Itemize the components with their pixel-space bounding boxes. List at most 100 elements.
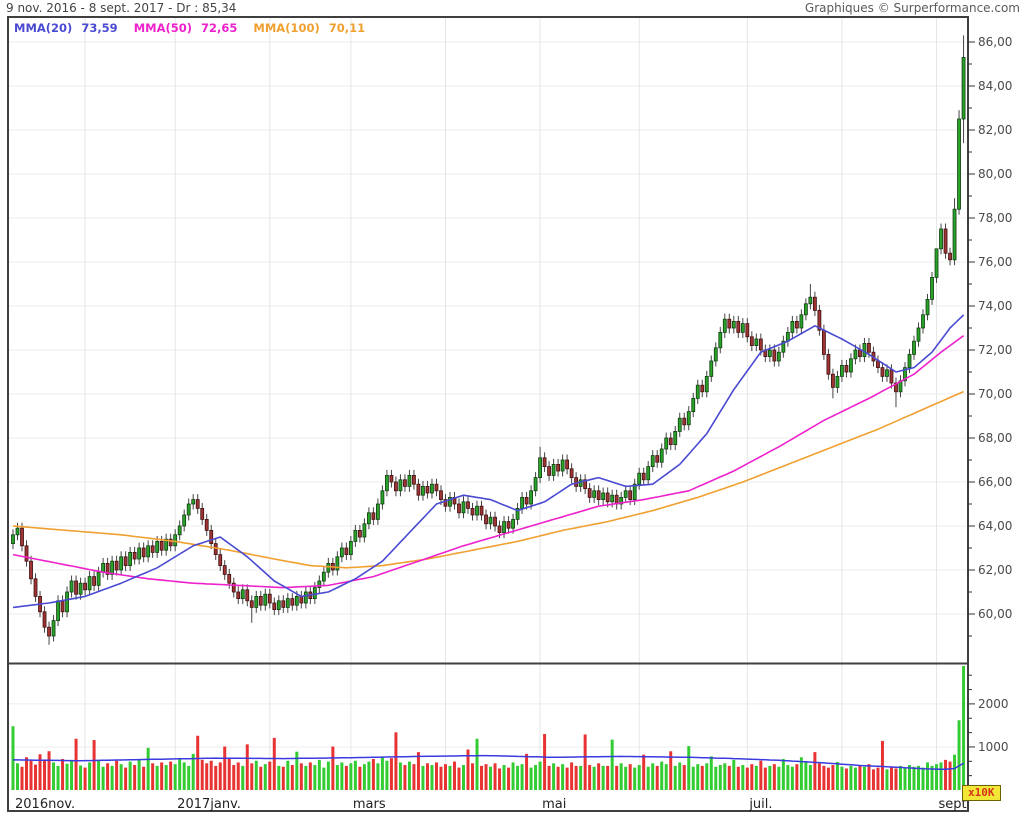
volume-tick-label: 2000 <box>978 697 1009 711</box>
candle-up <box>790 320 795 333</box>
legend-item-mma100: MMA(100) 70,11 <box>253 21 365 35</box>
candle-down <box>132 552 137 560</box>
volume-bar <box>178 759 182 790</box>
volume-bar <box>813 752 817 790</box>
volume-unit-badge: x10K <box>962 785 1001 801</box>
volume-bar <box>371 759 375 790</box>
candle-up <box>934 248 939 278</box>
volume-bar <box>218 762 222 790</box>
volume-bar <box>781 759 785 790</box>
candle-down <box>344 547 349 555</box>
volume-bar <box>340 762 344 790</box>
price-tick-label: 74,00 <box>978 299 1012 313</box>
volume-bar <box>259 766 263 790</box>
volume-bar <box>696 764 700 790</box>
price-tick-label: 80,00 <box>978 167 1012 181</box>
candle-up <box>303 591 308 604</box>
candle-down <box>42 611 47 628</box>
volume-bar <box>245 744 249 790</box>
candle-up <box>619 496 624 505</box>
volume-bar <box>74 738 78 790</box>
candle-up <box>186 503 191 516</box>
candle-up <box>835 375 840 388</box>
volume-bar <box>844 768 848 790</box>
candle-up <box>348 541 353 556</box>
volume-bar <box>619 763 623 790</box>
volume-bar <box>191 753 195 790</box>
candle-up <box>903 367 907 382</box>
candle-down <box>547 466 551 476</box>
volume-bar <box>142 766 146 790</box>
volume-bar <box>160 762 164 790</box>
candle-up <box>713 347 718 362</box>
volume-bar <box>777 766 781 790</box>
candle-up <box>362 523 367 538</box>
volume-bar <box>660 761 664 790</box>
candle-down <box>596 490 601 500</box>
candle-down <box>20 527 24 547</box>
candle-up <box>56 600 60 621</box>
x-axis-label: sept <box>939 797 967 812</box>
price-tick-label: 84,00 <box>978 79 1012 93</box>
volume-bar <box>16 763 20 790</box>
candle-up <box>173 534 178 547</box>
volume-bar <box>263 764 267 790</box>
volume-bar <box>331 746 335 790</box>
volume-bar <box>11 726 15 790</box>
candle-up <box>632 483 637 501</box>
volume-bar <box>439 766 443 790</box>
candle-down <box>74 580 78 595</box>
volume-bar <box>732 759 736 790</box>
candle-down <box>150 545 155 553</box>
volume-bar <box>421 765 425 790</box>
candle-down <box>227 574 232 584</box>
volume-bar <box>493 763 497 790</box>
candle-up <box>939 228 943 250</box>
volume-bar <box>754 765 758 790</box>
volume-bar <box>308 762 312 790</box>
volume-bar <box>552 763 556 790</box>
x-axis-label: mai <box>542 797 566 812</box>
volume-bar <box>579 765 583 790</box>
volume-bar <box>826 767 830 790</box>
ma-legend: MMA(20) 73,59 MMA(50) 72,65 MMA(100) 70,… <box>14 21 365 35</box>
candle-up <box>285 598 290 608</box>
candle-up <box>840 364 844 377</box>
volume-bar <box>56 765 60 790</box>
ma50-line <box>12 335 965 589</box>
legend-value: 73,59 <box>81 21 118 35</box>
candle-up <box>488 516 493 525</box>
candle-down <box>583 479 588 489</box>
volume-bar <box>385 760 389 790</box>
candle-up <box>533 477 538 492</box>
candle-down <box>682 417 687 426</box>
candle-up <box>475 505 479 516</box>
volume-bar <box>799 757 803 790</box>
volume-bar <box>565 767 569 790</box>
volume-bar <box>97 759 101 790</box>
candle-down <box>817 309 822 331</box>
candle-down <box>92 576 96 586</box>
volume-bar <box>304 765 308 790</box>
price-tick-label: 62,00 <box>978 563 1012 577</box>
volume-bar <box>664 764 668 790</box>
candle-up <box>799 314 804 329</box>
candle-down <box>655 455 660 463</box>
volume-bar <box>223 746 227 790</box>
volume-bar <box>101 766 105 790</box>
candle-up <box>380 490 385 505</box>
volume-bar <box>25 757 29 790</box>
candle-up <box>65 591 69 613</box>
volume-bar <box>804 762 808 790</box>
candle-up <box>677 417 682 432</box>
candle-up <box>385 474 389 492</box>
candle-down <box>628 490 633 500</box>
volume-bar <box>592 766 596 790</box>
volume-bar <box>853 767 857 790</box>
volume-bar <box>92 740 96 790</box>
volume-bar <box>425 763 429 790</box>
candle-down <box>822 329 826 355</box>
volume-bar <box>43 759 47 790</box>
volume-bar <box>543 734 547 790</box>
